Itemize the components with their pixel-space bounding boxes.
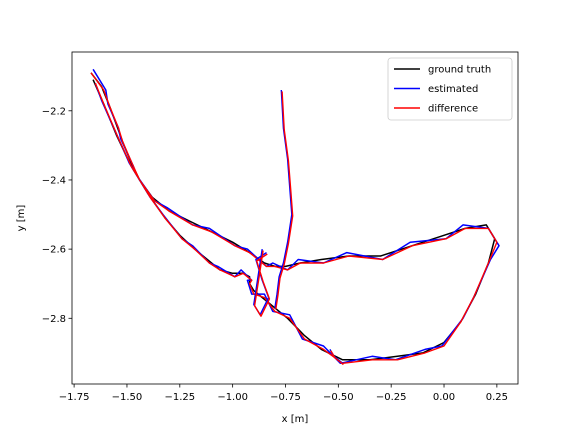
series-line-difference xyxy=(90,72,498,364)
x-tick-label: 0.00 xyxy=(433,392,455,403)
y-axis-label: y [m] xyxy=(16,205,27,232)
branch-segment-0 xyxy=(275,91,294,310)
x-tick-label: −0.75 xyxy=(270,392,301,403)
plot-series-group xyxy=(90,68,500,366)
x-tick-label: −0.50 xyxy=(323,392,354,403)
y-axis-ticks: −2.8 −2.6 −2.4 −2.2 xyxy=(42,106,72,325)
legend-label: ground truth xyxy=(428,65,491,76)
x-axis-ticks: −1.75 −1.50 −1.25 −1.00 −0.75 −0.50 −0.25 0.00 0… xyxy=(59,384,508,403)
x-tick-label: −0.25 xyxy=(376,392,407,403)
x-tick-label: −1.00 xyxy=(217,392,248,403)
y-tick-label: −2.2 xyxy=(42,106,66,117)
axes-frame xyxy=(71,51,519,385)
x-tick-label: −1.75 xyxy=(59,392,90,403)
y-tick-label: −2.6 xyxy=(42,245,66,256)
legend-box xyxy=(387,57,513,121)
branch-segment-2 xyxy=(330,350,344,366)
branch-segment-1 xyxy=(253,250,271,317)
x-tick-label: 0.25 xyxy=(486,392,508,403)
legend-label: difference xyxy=(428,104,478,115)
y-tick-label: −2.8 xyxy=(42,314,66,325)
legend-label: estimated xyxy=(428,84,478,95)
x-tick-label: −1.25 xyxy=(164,392,195,403)
y-tick-label: −2.4 xyxy=(42,175,66,186)
x-axis-label: x [m] xyxy=(282,414,309,425)
x-tick-label: −1.50 xyxy=(112,392,143,403)
legend: ground truth estimated difference xyxy=(387,57,513,121)
